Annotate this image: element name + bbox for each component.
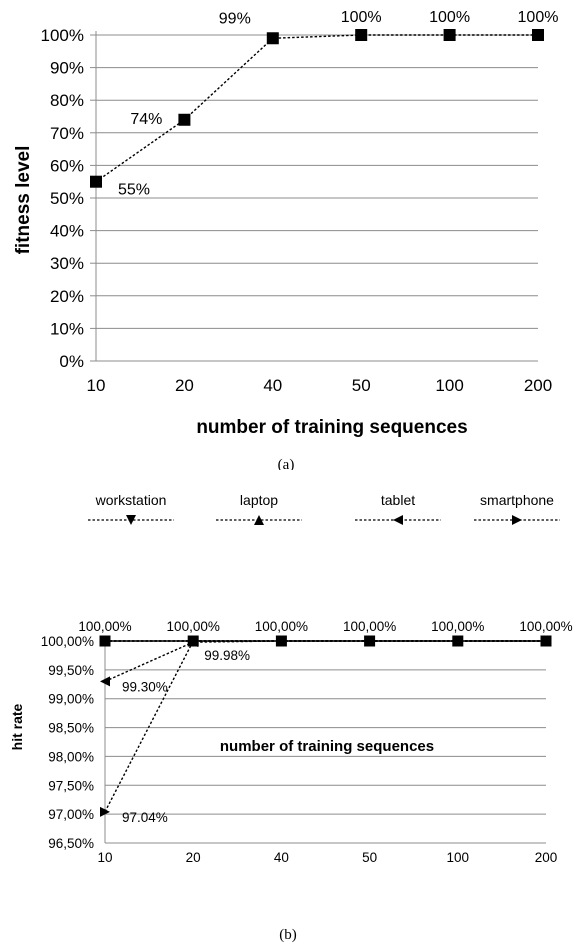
chart-a-x-tick-label: 40 xyxy=(263,376,282,395)
chart-b-x-tick-label: 50 xyxy=(362,850,377,865)
chart-b-point xyxy=(100,636,110,646)
chart-b-legend-marker xyxy=(126,515,136,525)
chart-a-y-tick-label: 60% xyxy=(50,156,84,175)
chart-b-y-tick-label: 97,50% xyxy=(48,778,94,793)
chart-b-legend-marker xyxy=(254,515,264,525)
chart-a-x-axis-title: number of training sequences xyxy=(196,417,467,438)
chart-b-legend-marker xyxy=(393,515,403,525)
chart-a-x-tick-label: 50 xyxy=(352,376,371,395)
chart-a-y-tick-label: 80% xyxy=(50,91,84,110)
chart-a-x-tick-label: 100 xyxy=(435,376,463,395)
chart-b-y-tick-label: 99,00% xyxy=(48,692,94,707)
chart-b-legend-marker xyxy=(512,515,522,525)
chart-b-y-tick-label: 96,50% xyxy=(48,836,94,851)
chart-b-x-axis-title: number of training sequences xyxy=(220,738,434,755)
chart-a-data-label: 100% xyxy=(341,9,382,26)
chart-b-y-tick-label: 97,00% xyxy=(48,807,94,822)
chart-b-y-axis-title: hit rate xyxy=(9,703,25,750)
chart-b-y-tick-label: 98,50% xyxy=(48,721,94,736)
chart-b-data-label: 100,00% xyxy=(255,619,308,634)
chart-a-fitness-level: 0% 10% 20% 30% 40% 50% 60% 70% 80% 90% 100% 10 20 40… xyxy=(13,9,558,470)
chart-a-y-tick-labels: 0% 10% 20% 30% 40% 50% 60% 70% 80% 90% 100% xyxy=(41,26,84,371)
chart-a-gridlines xyxy=(90,31,538,362)
chart-b-point xyxy=(364,635,376,647)
chart-b-point xyxy=(452,635,464,647)
chart-a-y-tick-label: 50% xyxy=(50,189,84,208)
chart-a-x-tick-label: 10 xyxy=(87,376,106,395)
chart-b-x-tick-label: 20 xyxy=(186,850,201,865)
chart-b-data-label: 100,00% xyxy=(431,619,484,634)
chart-a-y-tick-label: 40% xyxy=(50,222,84,241)
chart-b-data-label: 99.98% xyxy=(204,648,250,663)
chart-b-x-tick-label: 10 xyxy=(97,850,112,865)
chart-a-data-label: 99% xyxy=(219,10,251,27)
chart-a-y-tick-label: 20% xyxy=(50,287,84,306)
chart-b-data-label: 100,00% xyxy=(78,619,131,634)
chart-a-point xyxy=(178,113,191,126)
chart-b-y-tick-labels: 96,50% 97,00% 97,50% 98,00% 98,50% 99,00% 99,5… xyxy=(41,634,94,851)
chart-a-y-axis-title: fitness level xyxy=(13,146,34,255)
chart-b-point xyxy=(540,635,552,647)
chart-b-data-labels: 100,00% 100,00% 100,00% 100,00% 100,00% 100,0… xyxy=(78,619,572,825)
chart-b-data-label: 100,00% xyxy=(167,619,220,634)
chart-a-point xyxy=(90,175,102,188)
chart-a-point xyxy=(355,29,368,41)
chart-a-data-label: 100% xyxy=(518,9,559,26)
chart-b-x-tick-label: 100 xyxy=(447,850,470,865)
chart-b-y-tick-label: 99,50% xyxy=(48,663,94,678)
chart-b-series xyxy=(99,635,552,817)
chart-a-y-tick-label: 0% xyxy=(59,352,84,371)
chart-a-series-line xyxy=(95,34,538,183)
chart-a-y-tick-label: 10% xyxy=(50,319,84,338)
chart-b-x-tick-label: 200 xyxy=(535,850,558,865)
chart-a-point xyxy=(532,29,544,41)
chart-b-x-tick-label: 40 xyxy=(274,850,289,865)
chart-b-y-tick-label: 98,00% xyxy=(48,749,94,764)
chart-b-legend-label: tablet xyxy=(381,492,415,508)
chart-b-series-line xyxy=(104,640,546,683)
chart-a-x-tick-labels: 10 20 40 50 100 200 xyxy=(87,376,553,395)
chart-b-legend-label: laptop xyxy=(240,492,278,508)
chart-a-data-label: 74% xyxy=(130,111,162,128)
chart-b-legend: workstation laptop tablet smartphone xyxy=(88,492,560,525)
chart-a-point xyxy=(443,29,456,41)
chart-a-x-tick-label: 200 xyxy=(524,376,552,395)
chart-b-x-tick-labels: 10 20 40 50 100 200 xyxy=(97,850,557,865)
chart-b-legend-label: workstation xyxy=(95,492,167,508)
chart-b-data-label: 97.04% xyxy=(122,810,168,825)
chart-b-data-label: 100,00% xyxy=(343,619,396,634)
chart-a-y-tick-label: 90% xyxy=(50,59,84,78)
chart-a-data-label: 100% xyxy=(429,9,470,26)
chart-b-point xyxy=(100,676,110,687)
chart-a-point xyxy=(266,32,279,45)
chart-a-y-tick-label: 100% xyxy=(41,26,84,45)
chart-b-caption: (b) xyxy=(279,927,297,943)
chart-a-caption: (a) xyxy=(278,457,295,470)
chart-b-legend-label: smartphone xyxy=(480,492,554,508)
chart-a-y-tick-label: 30% xyxy=(50,254,84,273)
chart-b-point xyxy=(100,806,110,817)
chart-b-point xyxy=(188,637,199,648)
chart-b-data-label: 99.30% xyxy=(122,679,168,694)
chart-b-point xyxy=(275,635,287,647)
chart-b-y-tick-label: 100,00% xyxy=(41,634,94,649)
chart-b-data-label: 100,00% xyxy=(519,619,572,634)
chart-b-series-line xyxy=(104,640,546,813)
chart-a-data-labels: 55% 74% 99% 100% 100% 100% xyxy=(118,9,558,199)
chart-a-x-tick-label: 20 xyxy=(175,376,194,395)
chart-a-y-tick-label: 70% xyxy=(50,124,84,143)
chart-a-data-label: 55% xyxy=(118,182,150,199)
chart-a-series xyxy=(90,29,544,188)
chart-b-hit-rate: workstation laptop tablet smartphone 96,50%… xyxy=(9,492,573,943)
